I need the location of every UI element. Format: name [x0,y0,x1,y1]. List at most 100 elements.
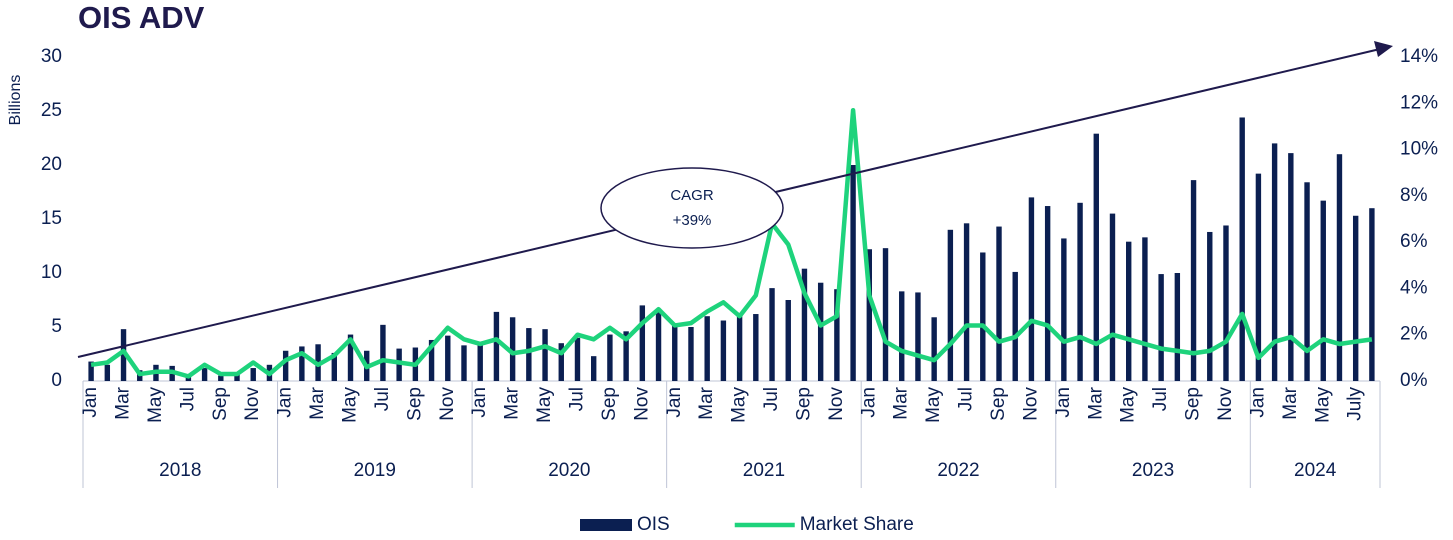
x-tick-label: Sep [210,387,231,421]
bar [574,337,581,381]
bar [1061,238,1067,381]
x-tick-label: Jan [469,387,490,418]
x-tick-label: Nov [1020,387,1041,421]
x-tick-label: Sep [793,387,814,421]
line [90,107,1373,379]
bar [1320,200,1326,381]
bar [250,368,256,381]
bar [736,316,743,381]
bar [672,325,678,381]
y-tick-label: 15 [41,208,62,229]
bar [623,331,629,381]
x-tick-label: Jan [1053,387,1074,418]
bar [753,314,759,381]
bar [558,343,564,381]
bar [980,252,986,381]
bar [1352,215,1359,381]
bar [915,292,921,381]
bar [655,310,662,381]
annotation: CAGR [670,187,714,204]
x-tick-label: Nov [631,387,652,421]
y2-tick-label: 0% [1400,370,1428,391]
bar [607,334,613,381]
bar [1109,213,1116,381]
y-tick-label: 0 [51,370,62,391]
annotation: +39% [673,212,712,229]
x-tick-label: Mar [1085,386,1106,419]
bar [526,328,532,381]
bar [1093,133,1099,381]
x-tick-label: Sep [988,387,1009,421]
bar [396,348,402,381]
bar [1028,197,1035,381]
bar [201,368,208,381]
bar [1239,117,1245,381]
bar [1142,237,1148,381]
y2-tick-label: 8% [1400,185,1428,206]
y2-tick-label: 12% [1400,92,1438,113]
bar [1304,182,1310,381]
bar [347,334,354,381]
x-tick-label: Sep [599,387,620,421]
bar [639,305,646,381]
x-tick-label: Nov [437,387,458,421]
arrow-head [1374,41,1393,57]
bar [1207,231,1213,381]
x-tick-label: Jan [275,387,296,418]
bar [850,165,856,381]
year-label: 2020 [548,460,590,481]
bar [688,327,694,381]
year-label: 2023 [1132,460,1174,481]
plot: 0 5 10 15 20 25 30 0% 2% 4% 6% 8% 10% 12% 14% 2018 2019 2… [41,46,1438,488]
bar [720,320,727,381]
bar [299,346,305,381]
x-tick-label: Mar [891,386,912,419]
bar [1158,274,1164,381]
x-tick-label: Mar [696,386,717,419]
x-tick-label: Nov [1215,387,1236,421]
bar [477,343,483,381]
x-tick-label: Nov [242,387,263,421]
bar [704,316,710,381]
legend-label: Market Share [800,514,914,535]
bar [590,356,597,381]
x-tick-label: Nov [826,387,847,421]
bar [445,335,451,381]
year-label: 2021 [743,460,785,481]
bar [542,329,548,381]
y-tick-label: 10 [41,262,62,283]
bar [801,268,808,381]
y2-tick-label: 2% [1400,324,1428,345]
bar [996,226,1002,381]
year-label: 2018 [159,460,201,481]
bar [331,352,337,381]
bar [120,329,127,381]
bar [1255,173,1262,381]
bar [218,375,224,381]
bar [882,248,889,381]
x-tick-label: Jul [761,387,782,411]
bar [947,229,954,381]
y2-tick-label: 10% [1400,139,1438,160]
x-tick-label: May [534,387,555,423]
x-tick-label: Jul [372,387,393,411]
year-label: 2022 [937,460,979,481]
x-tick-label: Jul [1150,387,1171,411]
y-tick-label: 5 [51,316,62,337]
annotation-bubble [600,167,784,249]
legend-label: OIS [637,514,670,535]
y-tick-label: 20 [41,154,62,175]
x-tick-label: Sep [404,387,425,421]
x-tick-label: Mar [1280,386,1301,419]
x-tick-label: Jul [956,387,977,411]
bar [931,317,937,381]
bar [104,364,111,381]
bar [380,324,386,381]
year-label: 2024 [1294,460,1337,481]
y2-tick-label: 6% [1400,231,1428,252]
bar [785,300,791,381]
bar [493,311,500,381]
x-tick-label: Sep [1183,387,1204,421]
